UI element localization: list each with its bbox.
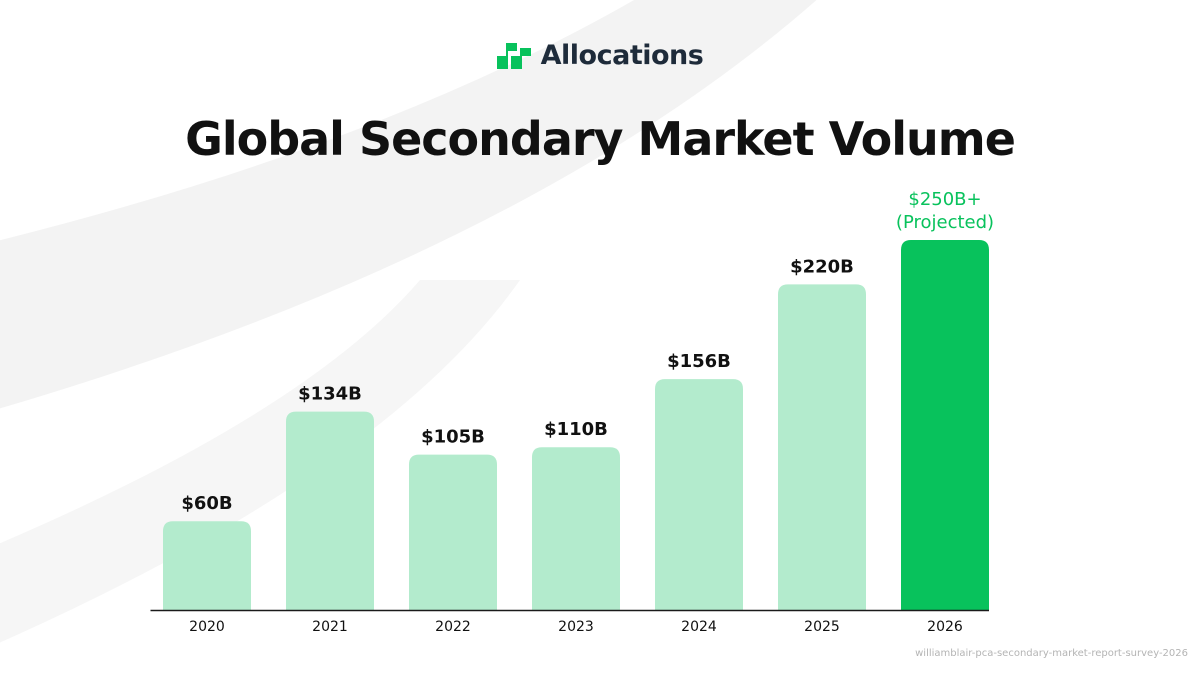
bar-2024 [655,379,743,610]
data-label-2023: $110B [544,419,608,440]
x-tick-label-2021: 2021 [312,619,348,635]
data-label-2020: $60B [181,493,232,514]
data-label-2022: $105B [421,427,485,448]
brand-header: Allocations [0,40,1200,71]
source-note: williamblair-pca-secondary-market-report… [915,648,1188,659]
brand-name: Allocations [540,40,704,71]
x-tick-label-2023: 2023 [558,619,594,635]
x-tick-label-2020: 2020 [189,619,225,635]
bar-2021 [286,411,374,610]
data-label-2026: $250B+ (Projected) [896,189,994,233]
bar-2023 [532,447,620,610]
chart-title: Global Secondary Market Volume [185,112,1016,166]
x-tick-label-2024: 2024 [681,619,717,635]
x-tick-label-2026: 2026 [927,619,963,635]
data-label-2024: $156B [667,351,731,372]
data-label-2021: $134B [298,384,362,405]
data-label-2025: $220B [790,256,854,277]
bar-2022 [409,454,497,610]
bar-2020 [163,521,251,610]
bar-2025 [778,284,866,610]
x-tick-label-2022: 2022 [435,619,471,635]
x-tick-label-2025: 2025 [804,619,840,635]
allocations-logo-icon [496,42,531,69]
bar-2026 [901,240,989,610]
